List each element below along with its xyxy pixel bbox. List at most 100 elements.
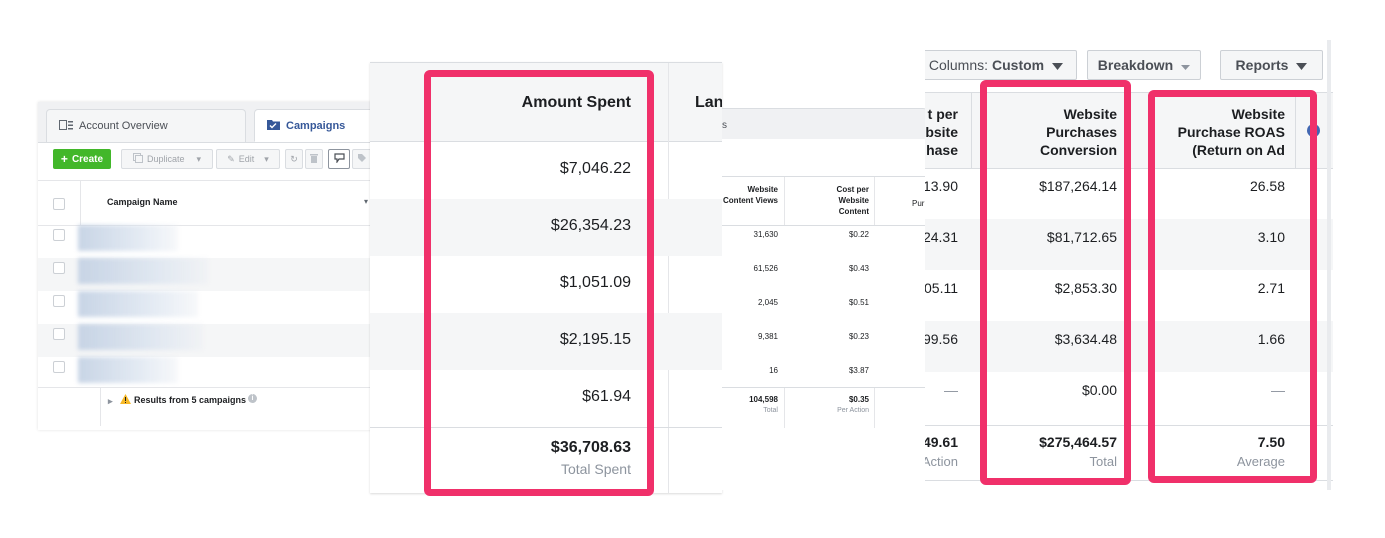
table-row[interactable]: $7,046.22: [370, 142, 722, 199]
pencil-icon: ✎: [227, 153, 235, 164]
cost-per-purchase-header[interactable]: t per bsite hase: [925, 105, 958, 159]
duplicate-label: Duplicate: [146, 154, 185, 164]
breakdown-label: Breakdown: [1097, 57, 1174, 73]
column-divider: [874, 177, 875, 225]
table-row[interactable]: 61,526 $0.43: [722, 254, 927, 288]
tab-account-overview[interactable]: Account Overview: [46, 109, 246, 142]
website-content-views-header[interactable]: Website Content Views: [723, 185, 778, 205]
column-divider: [1295, 93, 1296, 168]
table-row[interactable]: [38, 258, 378, 291]
views-value: 16: [769, 366, 778, 375]
roas-value: 1.66: [1257, 331, 1285, 347]
conversion-value: $3,634.48: [1054, 331, 1117, 347]
totals-row: 104,598 Total $0.35 Per Action: [722, 387, 927, 428]
table-row[interactable]: — $0.00 —: [925, 372, 1333, 423]
expand-arrow-icon[interactable]: ▸: [108, 396, 113, 406]
cost-per-content-header[interactable]: Cost per Website Content: [836, 185, 869, 216]
total-divider: [370, 427, 722, 428]
table-row[interactable]: 16 $3.87: [722, 356, 927, 390]
blurred-campaign-name: [78, 357, 178, 383]
website-purchase-roas-header[interactable]: Website Purchase ROAS (Return on Ad: [1135, 105, 1285, 159]
tag-button[interactable]: [352, 149, 372, 169]
results-summary-row: ▸ Results from 5 campaigns i: [38, 387, 378, 426]
edit-button[interactable]: ✎ Edit ▾: [216, 149, 280, 169]
caret-down-icon: [1181, 57, 1191, 73]
campaign-name-header[interactable]: Campaign Name: [107, 197, 178, 207]
header-line: Purchases: [1046, 124, 1117, 140]
next-column-header[interactable]: Lan: [695, 94, 722, 111]
delete-button[interactable]: [305, 149, 323, 169]
campaigns-panel: Account Overview Campaigns + Create Dupl…: [38, 102, 378, 430]
highlight-amount-spent: [424, 70, 654, 496]
tag-icon: [357, 153, 367, 165]
select-all-checkbox[interactable]: [53, 198, 65, 210]
columns-dropdown[interactable]: Columns: Custom: [925, 50, 1077, 80]
folder-icon: [267, 119, 280, 133]
header-line: Website: [1231, 106, 1285, 122]
table-row[interactable]: 05.11 $2,853.30 2.71: [925, 270, 1333, 321]
website-purchases-conversion-header[interactable]: Website Purchases Conversion: [1040, 105, 1117, 159]
row-checkbox[interactable]: [53, 262, 65, 274]
table-row[interactable]: 2,045 $0.51: [722, 288, 927, 322]
blurred-campaign-name: [78, 258, 208, 284]
duplicate-icon: [132, 153, 143, 165]
table-row[interactable]: [38, 225, 378, 258]
cost-per-purchase-value: 05.11: [925, 280, 958, 296]
table-row[interactable]: [38, 357, 378, 390]
conversion-value: $2,853.30: [1054, 280, 1117, 296]
cost-value: $0.22: [848, 230, 869, 239]
blurred-campaign-name: [78, 291, 198, 317]
header-fragment: s: [722, 120, 727, 131]
table-row[interactable]: 13.90 $187,264.14 26.58: [925, 168, 1333, 219]
duplicate-button[interactable]: Duplicate ▾: [121, 149, 213, 169]
table-row[interactable]: $1,051.09: [370, 256, 722, 313]
cost-value: $0.51: [848, 298, 869, 307]
column-divider: [80, 181, 81, 225]
refresh-icon: ↻: [290, 153, 298, 164]
chevron-down-icon: ▾: [264, 153, 269, 164]
table-row[interactable]: 31,630 $0.22: [722, 220, 927, 254]
header-line: bsite: [925, 124, 958, 140]
row-checkbox[interactable]: [53, 361, 65, 373]
cost-total-label: Per Action: [837, 407, 869, 414]
table-row[interactable]: 9,381 $0.23: [722, 322, 927, 356]
table-row[interactable]: $61.94: [370, 370, 722, 427]
cost-per-purchase-total-label: Action: [925, 454, 958, 469]
ab-test-button[interactable]: [328, 149, 350, 169]
row-checkbox[interactable]: [53, 328, 65, 340]
roas-value: 2.71: [1257, 280, 1285, 296]
column-divider: [100, 388, 101, 426]
views-value: 31,630: [753, 230, 778, 239]
blurred-campaign-name: [78, 324, 203, 350]
sort-icon[interactable]: ▾: [363, 197, 368, 206]
info-icon[interactable]: i: [248, 394, 257, 403]
tab-bar: Account Overview Campaigns: [38, 102, 378, 143]
flask-icon: [333, 153, 345, 165]
cost-value: $3.87: [848, 366, 869, 375]
header-line: hase: [926, 142, 958, 158]
cost-per-purchase-value: 99.56: [925, 331, 958, 347]
cost-value: $0.43: [848, 264, 869, 273]
reports-dropdown[interactable]: Reports: [1220, 50, 1323, 80]
caret-down-icon: [1052, 57, 1064, 73]
column-divider: [668, 63, 669, 493]
amount-spent-value: $61.94: [582, 388, 631, 405]
roas-value: —: [1271, 382, 1285, 398]
roas-total-label: Average: [1236, 454, 1285, 469]
column-divider: [784, 388, 785, 428]
amount-spent-header[interactable]: Amount Spent: [521, 94, 631, 111]
table-header: Website Content Views Cost per Website C…: [722, 176, 927, 226]
amount-spent-total: $36,708.63: [550, 439, 631, 456]
refresh-button[interactable]: ↻: [285, 149, 303, 169]
table-row[interactable]: [38, 291, 378, 324]
table-row[interactable]: [38, 324, 378, 357]
header-line: Conversion: [1039, 142, 1117, 158]
panel-edge: [1327, 40, 1331, 490]
create-button[interactable]: + Create: [53, 149, 111, 169]
row-checkbox[interactable]: [53, 229, 65, 241]
blurred-campaign-name: [78, 225, 178, 251]
row-checkbox[interactable]: [53, 295, 65, 307]
amount-spent-value: $1,051.09: [559, 274, 631, 291]
breakdown-dropdown[interactable]: Breakdown: [1087, 50, 1201, 80]
tab-campaigns[interactable]: Campaigns: [254, 109, 378, 142]
